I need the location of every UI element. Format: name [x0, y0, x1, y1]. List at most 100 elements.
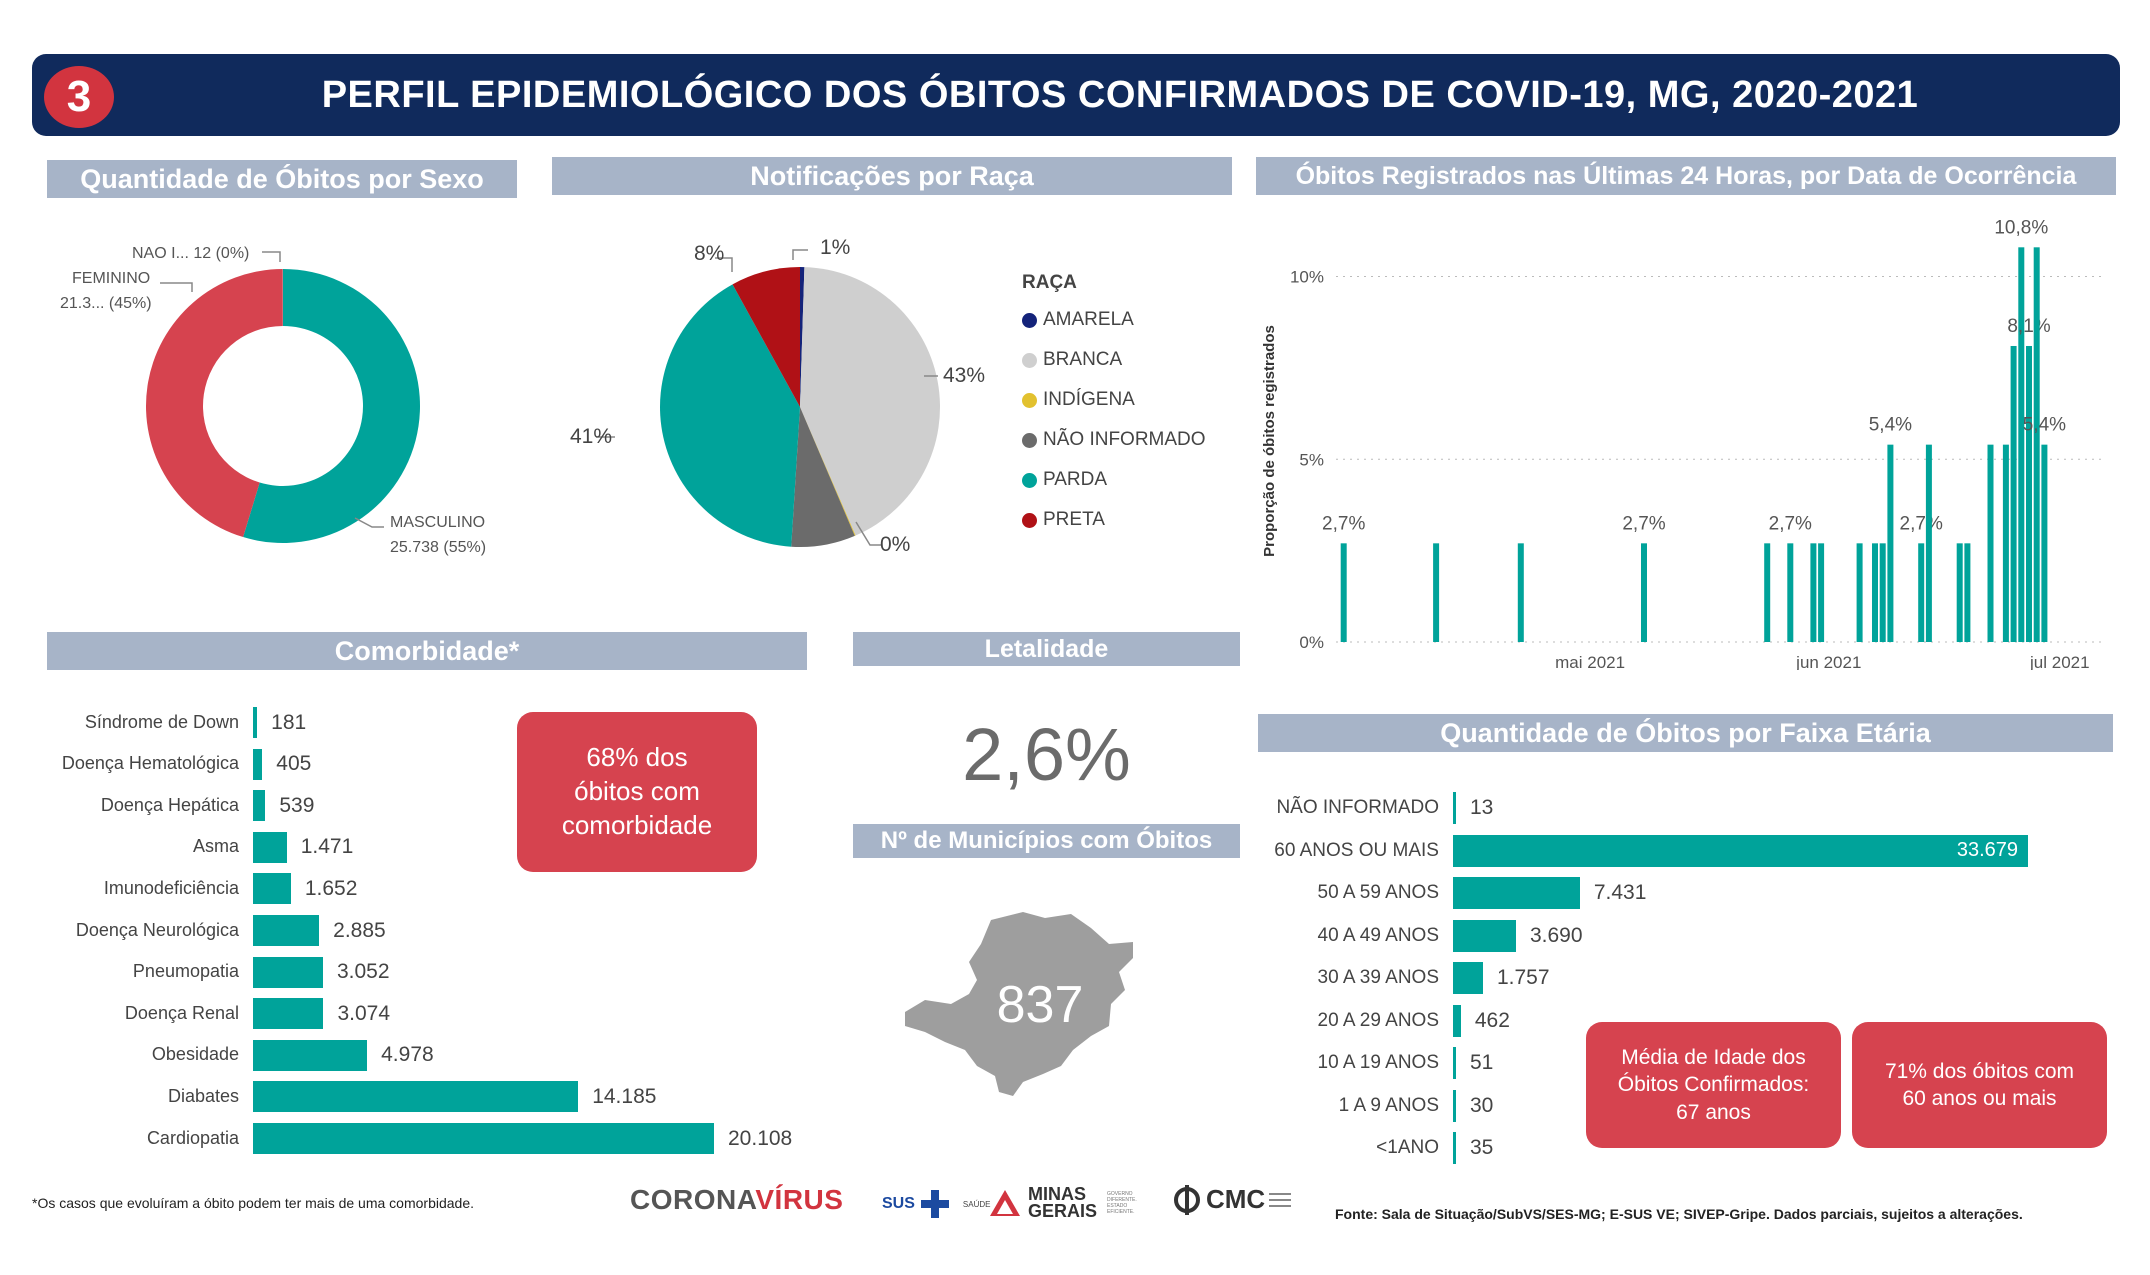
- letalidade-value: 2,6%: [962, 713, 1131, 796]
- legend-title: RAÇA: [1022, 272, 1077, 293]
- bar-value: 20.108: [728, 1126, 793, 1150]
- y-tick-label: 5%: [1299, 450, 1324, 469]
- label-masculino-value: 25.738 (55%): [390, 539, 487, 556]
- slice-branca: [800, 267, 941, 536]
- x-tick-label: mai 2021: [1555, 653, 1625, 670]
- category-label: Imunodeficiência: [103, 877, 239, 898]
- bar-value: 4.978: [381, 1043, 434, 1067]
- bar-value: 3.690: [1529, 923, 1583, 947]
- bar: [1453, 1089, 1456, 1122]
- bar-value: 33.679: [1956, 838, 2018, 861]
- bar: [253, 1123, 714, 1154]
- bar: [1517, 543, 1524, 642]
- legend-item-indigena: INDÍGENA: [1022, 380, 1206, 420]
- logo-cmc: CMC: [1172, 1184, 1292, 1215]
- bar: [2033, 247, 2040, 642]
- bar: [253, 707, 258, 738]
- sus-cross-icon: [920, 1190, 949, 1218]
- section-header-raca: Notificações por Raça: [552, 157, 1232, 195]
- data-label: 2,7%: [1900, 513, 1943, 534]
- footnote: *Os casos que evoluíram a óbito podem te…: [32, 1195, 475, 1211]
- bar: [253, 873, 291, 905]
- slice-amarela: [800, 267, 805, 407]
- bar-value: 30: [1470, 1093, 1494, 1117]
- section-header-sexo: Quantidade de Óbitos por Sexo: [47, 160, 517, 198]
- legend-dot: [1022, 432, 1037, 448]
- category-label: Doença Hepática: [100, 794, 239, 815]
- bar: [1453, 1132, 1456, 1164]
- slice-n-o-informado: [791, 407, 855, 547]
- bar-value: 3.074: [337, 1001, 391, 1025]
- bar: [2010, 345, 2017, 642]
- legend-dot: [1022, 312, 1037, 328]
- legend-item-nao-informado: NÃO INFORMADO: [1022, 420, 1206, 460]
- category-label: Diabates: [167, 1085, 239, 1106]
- bar: [1453, 1047, 1456, 1079]
- bar: [1453, 919, 1516, 952]
- bar: [1787, 543, 1794, 642]
- category-label: Asma: [192, 836, 239, 857]
- legend-item-parda: PARDA: [1022, 460, 1206, 500]
- bar: [2018, 247, 2025, 642]
- category-label: <1ANO: [1376, 1137, 1439, 1158]
- bar: [1453, 877, 1580, 909]
- x-tick-label: jun 2021: [1795, 653, 1861, 670]
- category-label: 20 A 29 ANOS: [1317, 1009, 1439, 1031]
- bar: [1956, 543, 1963, 642]
- section-header-comorbidade: Comorbidade*: [47, 632, 807, 670]
- donut-chart-sexo: [145, 269, 420, 543]
- bar: [253, 915, 320, 946]
- callout-comorbidade: 68% dos óbitos com comorbidade: [517, 712, 757, 872]
- bar: [1856, 543, 1863, 642]
- label-nao-informado: NAO I... 12 (0%): [132, 245, 250, 262]
- bar: [2041, 444, 2048, 642]
- category-label: NÃO INFORMADO: [1276, 797, 1439, 818]
- slice-feminino: [145, 269, 283, 538]
- data-label: 2,7%: [1322, 513, 1365, 534]
- bar: [1818, 543, 1825, 642]
- data-label: 8,1%: [2007, 316, 2050, 337]
- raca-label-preta: 8%: [694, 242, 725, 265]
- bar: [1453, 834, 2028, 867]
- bar: [1987, 444, 1994, 642]
- legend-dot: [1022, 352, 1037, 368]
- callout-media-idade: Média de Idade dos Óbitos Confirmados: 6…: [1586, 1022, 1841, 1148]
- logo-sus: SUS SAÚDE: [882, 1190, 990, 1218]
- slice-preta: [732, 267, 800, 407]
- legend-item-preta: PRETA: [1022, 500, 1206, 540]
- category-label: 40 A 49 ANOS: [1317, 924, 1439, 946]
- bar: [1925, 444, 1932, 642]
- section-header-municipios: Nº de Municípios com Óbitos: [853, 824, 1240, 858]
- bar-value: 181: [271, 710, 307, 734]
- pie-chart-raca: [596, 249, 941, 547]
- callout-60-anos: 71% dos óbitos com 60 anos ou mais: [1852, 1022, 2107, 1148]
- bar-value: 462: [1474, 1008, 1510, 1032]
- bar: [1433, 543, 1440, 642]
- raca-legend: RAÇA AMARELA BRANCA INDÍGENA NÃO INFORMA…: [1022, 272, 1206, 540]
- bar: [253, 956, 323, 988]
- cmc-circle-icon: [1174, 1184, 1200, 1215]
- bar: [253, 831, 287, 863]
- raca-label-amarela: 1%: [820, 236, 851, 259]
- bar: [1764, 543, 1771, 642]
- bar: [1453, 962, 1483, 994]
- bar-value: 1.757: [1496, 966, 1550, 989]
- bar: [1810, 543, 1817, 642]
- bar: [1641, 543, 1647, 642]
- bar: [2002, 444, 2009, 642]
- section-number-badge: 3: [44, 66, 114, 128]
- data-label: 2,7%: [1622, 513, 1665, 534]
- bar-value: 405: [276, 752, 312, 776]
- x-tick-label: jul 2021: [2029, 653, 2090, 670]
- source-note: Fonte: Sala de Situação/SubVS/SES-MG; E-…: [1335, 1206, 2023, 1222]
- category-label: 30 A 39 ANOS: [1317, 967, 1439, 988]
- section-header-faixa-etaria: Quantidade de Óbitos por Faixa Etária: [1258, 714, 2113, 752]
- bar: [1964, 543, 1971, 642]
- bar: [1872, 543, 1878, 642]
- title-banner: [32, 54, 2120, 136]
- bar: [253, 748, 263, 780]
- category-label: Doença Neurológica: [75, 919, 239, 940]
- y-tick-label: 10%: [1290, 268, 1324, 287]
- bar-value: 1.471: [300, 835, 354, 859]
- bar: [1918, 543, 1925, 642]
